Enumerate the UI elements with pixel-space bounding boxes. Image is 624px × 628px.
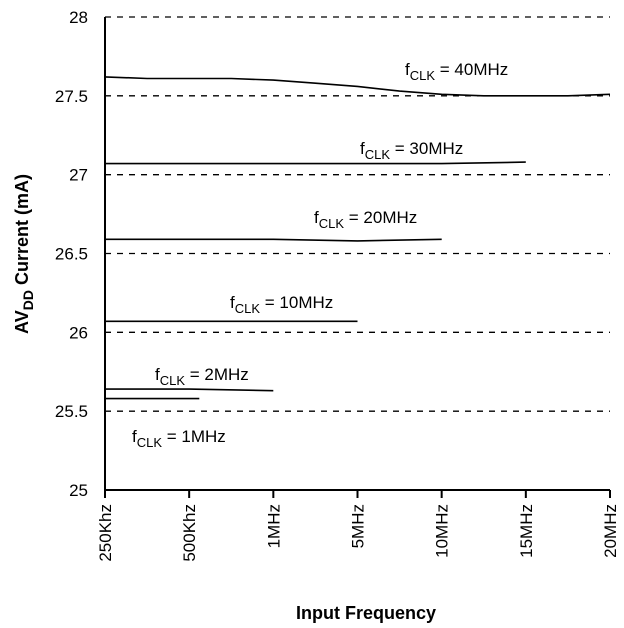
x-tick-label-4: 10MHz xyxy=(433,504,452,558)
y-axis-title: AVDD Current (mA) xyxy=(12,174,36,334)
x-tick-label-1: 500Khz xyxy=(180,504,199,562)
grid-lines xyxy=(105,16,610,412)
x-tick-labels: 250Khz 500Khz 1MHz 5MHz 10MHz 15MHz 20MHz xyxy=(96,504,620,562)
y-tick-label-3: 26.5 xyxy=(55,245,88,264)
y-tick-label-5: 27.5 xyxy=(55,87,88,106)
series-label-4: fCLK = 2MHz xyxy=(155,365,249,388)
series-label-5: fCLK = 1MHz xyxy=(132,427,226,450)
x-axis-title: Input Frequency xyxy=(296,603,436,623)
series-label-3: fCLK = 10MHz xyxy=(230,293,333,316)
y-axis-title-main: AV xyxy=(12,310,32,334)
series-line-4 xyxy=(105,388,274,392)
y-tick-label-0: 25 xyxy=(69,481,88,500)
series-label-1: fCLK = 30MHz xyxy=(360,139,463,162)
x-tick-label-5: 15MHz xyxy=(517,504,536,558)
axes xyxy=(104,17,611,498)
y-tick-label-6: 28 xyxy=(69,8,88,27)
series-label-0: fCLK = 40MHz xyxy=(405,60,508,83)
series-line-2 xyxy=(105,238,442,242)
series-line-0 xyxy=(104,76,611,97)
x-tick-label-3: 5MHz xyxy=(349,504,368,548)
x-tick-label-2: 1MHz xyxy=(264,504,283,548)
x-tick-label-6: 20MHz xyxy=(601,504,620,558)
y-tick-label-4: 27 xyxy=(69,166,88,185)
series-labels: fCLK = 40MHz fCLK = 30MHz fCLK = 20MHz fCLK… xyxy=(132,60,508,450)
series-lines xyxy=(104,76,611,400)
series-line-1 xyxy=(105,161,526,165)
series-label-2: fCLK = 20MHz xyxy=(314,208,417,231)
y-tick-label-1: 25.5 xyxy=(55,402,88,421)
x-tick-label-0: 250Khz xyxy=(96,504,115,562)
y-tick-labels: 25 25.5 26 26.5 27 27.5 28 xyxy=(55,8,88,500)
y-axis-title-sub: DD xyxy=(20,290,36,310)
y-axis-title-rest: Current (mA) xyxy=(12,174,32,290)
y-tick-label-2: 26 xyxy=(69,323,88,342)
